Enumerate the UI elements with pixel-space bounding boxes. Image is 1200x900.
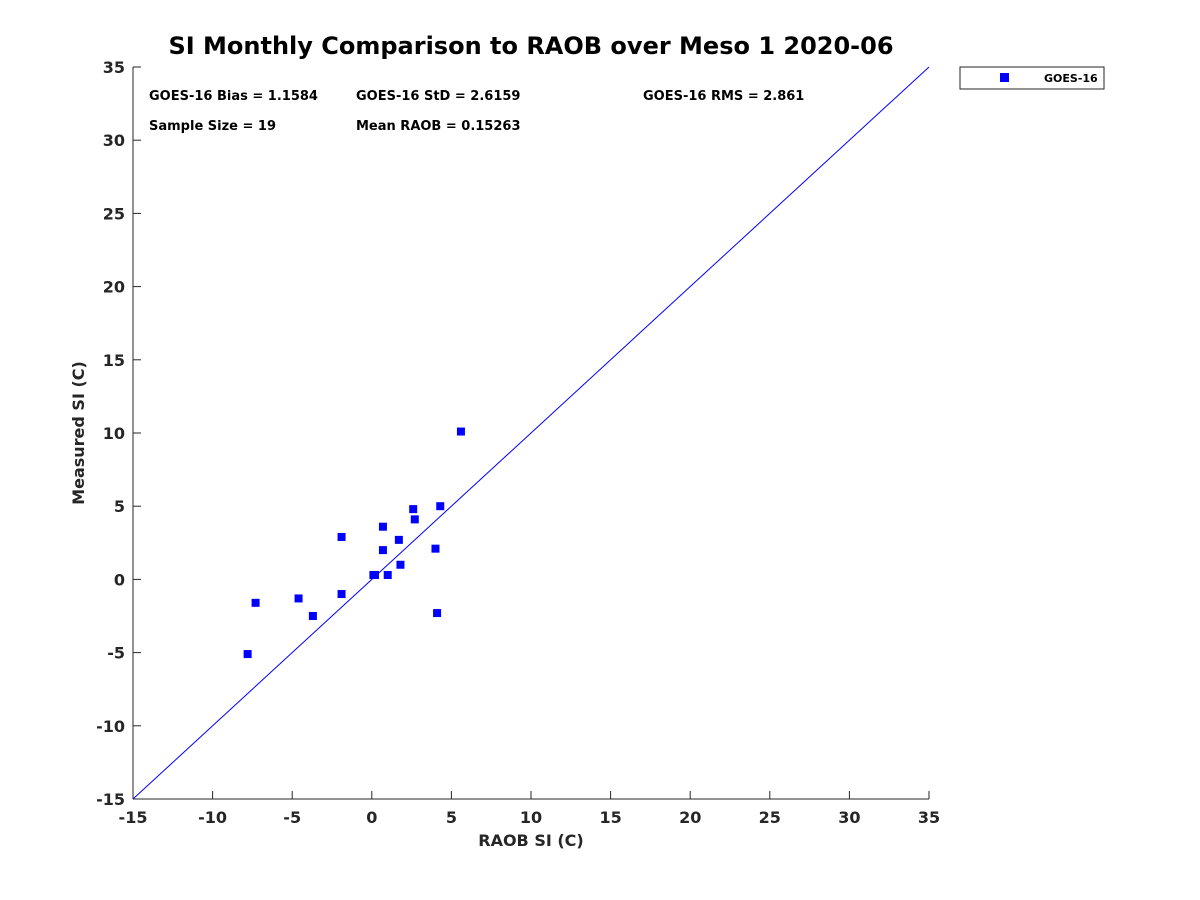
data-point — [456, 427, 465, 436]
y-tick-label: 0 — [114, 570, 125, 589]
x-tick-label: 15 — [599, 808, 621, 827]
rms-annotation: GOES-16 RMS = 2.861 — [643, 89, 804, 104]
mean-raob-annotation: Mean RAOB = 0.15263 — [356, 119, 521, 134]
data-point — [294, 594, 303, 603]
x-tick-label: 35 — [918, 808, 940, 827]
x-tick-label: 5 — [446, 808, 457, 827]
data-point — [378, 546, 387, 555]
x-tick-label: -10 — [198, 808, 227, 827]
data-point — [370, 571, 379, 580]
y-tick-label: -5 — [107, 644, 125, 663]
std-annotation: GOES-16 StD = 2.6159 — [356, 89, 520, 104]
data-point — [383, 571, 392, 580]
plot-area: -15 -10 -5 0 5 10 15 20 25 30 35 -15 -10 -5 0 5 10 15 20 2… — [96, 58, 940, 827]
x-tick-label: -5 — [283, 808, 301, 827]
x-tick-label: 0 — [366, 808, 377, 827]
legend-marker-square — [1000, 73, 1009, 82]
data-point — [433, 609, 442, 618]
sample-size-annotation: Sample Size = 19 — [149, 119, 276, 134]
bias-annotation: GOES-16 Bias = 1.1584 — [149, 89, 318, 104]
x-tick-label: -15 — [119, 808, 148, 827]
x-tick-label: 30 — [838, 808, 860, 827]
data-point — [337, 590, 346, 599]
y-tick-label: 30 — [103, 131, 125, 150]
legend-label: GOES-16 — [1044, 72, 1098, 85]
data-point — [308, 612, 317, 620]
data-point — [396, 560, 405, 569]
legend: GOES-16 — [959, 66, 1105, 90]
data-point — [337, 532, 346, 541]
y-tick-label: 5 — [114, 497, 125, 516]
x-tick-label: 10 — [520, 808, 542, 827]
data-points — [243, 427, 465, 659]
legend-box — [959, 66, 1105, 90]
data-point — [394, 535, 403, 544]
data-point — [251, 598, 260, 607]
data-point — [410, 515, 419, 524]
data-point — [378, 522, 387, 531]
y-tick-label: 10 — [103, 424, 125, 443]
y-tick-label: -15 — [96, 790, 125, 809]
y-tick-label: 25 — [103, 204, 125, 223]
reference-line — [132, 66, 930, 800]
x-tick-label: 25 — [759, 808, 781, 827]
chart-title: SI Monthly Comparison to RAOB over Meso … — [168, 32, 893, 60]
y-tick-label: 20 — [103, 278, 125, 297]
x-ticks: -15 -10 -5 0 5 10 15 20 25 30 35 — [119, 791, 940, 827]
data-point — [409, 505, 418, 514]
x-tick-label: 20 — [679, 808, 701, 827]
x-axis-label: RAOB SI (C) — [478, 831, 583, 850]
data-point — [436, 502, 445, 511]
y-axis-label: Measured SI (C) — [69, 361, 88, 505]
y-tick-label: -10 — [96, 717, 125, 736]
data-point — [243, 650, 252, 659]
y-ticks: -15 -10 -5 0 5 10 15 20 25 30 35 — [96, 58, 141, 809]
data-point — [431, 544, 440, 553]
y-tick-label: 35 — [103, 58, 125, 77]
y-tick-label: 15 — [103, 351, 125, 370]
